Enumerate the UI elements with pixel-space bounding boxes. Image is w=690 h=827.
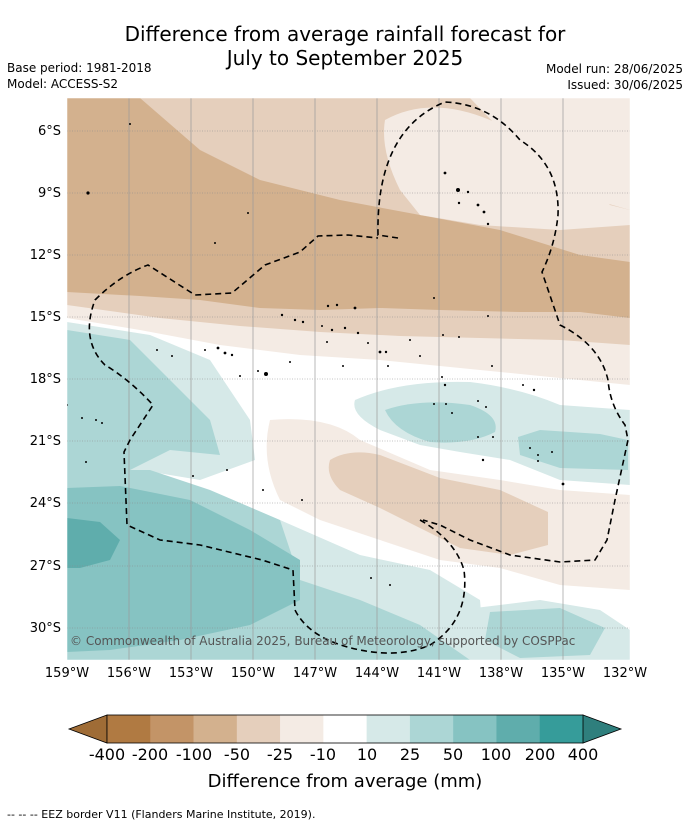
colorbar-over-arrow: [582, 714, 623, 744]
colorbar: [67, 714, 623, 744]
colorbar-segment: [150, 715, 194, 743]
lat-label-21s: 21°S: [29, 434, 61, 449]
rainfall-field: [67, 98, 630, 660]
colorbar-segment: [539, 715, 584, 743]
colorbar-segment: [236, 715, 281, 743]
lon-label-153w: 153°W: [168, 666, 214, 681]
model-name: Model: ACCESS-S2: [7, 77, 119, 91]
map-title: Difference from average rainfall forecas…: [0, 22, 690, 70]
dry-band-100: [67, 98, 630, 318]
colorbar-segment: [409, 715, 454, 743]
colorbar-label: -100: [175, 745, 213, 764]
lon-gridlines: [128, 98, 564, 660]
lon-label-150w: 150°W: [230, 666, 276, 681]
colorbar-title: Difference from average (mm): [207, 771, 483, 792]
meta-left: Base period: 1981-2018 Model: ACCESS-S2: [7, 60, 152, 92]
wet-east-25: [518, 430, 628, 470]
colorbar-label: 100: [480, 745, 512, 764]
lat-label-6s: 6°S: [37, 124, 61, 139]
lon-label-141w: 141°W: [416, 666, 462, 681]
title-line-1: Difference from average rainfall forecas…: [124, 22, 566, 46]
lon-label-132w: 132°W: [602, 666, 648, 681]
lat-label-12s: 12°S: [29, 248, 61, 263]
lon-label-135w: 135°W: [540, 666, 586, 681]
colorbar-label: 10: [356, 745, 378, 764]
lat-label-9s: 9°S: [37, 186, 61, 201]
lat-label-18s: 18°S: [29, 372, 61, 387]
colorbar-label: 200: [524, 745, 556, 764]
title-line-2: July to September 2025: [226, 46, 464, 70]
colorbar-segment: [193, 715, 238, 743]
lat-label-27s: 27°S: [29, 559, 61, 574]
colorbar-segment: [280, 715, 324, 743]
model-run: Model run: 28/06/2025: [545, 62, 683, 76]
wet-sw-10: [280, 520, 485, 660]
colorbar-label: 400: [567, 745, 599, 764]
lat-label-15s: 15°S: [29, 310, 61, 325]
colorbar-label: 50: [442, 745, 464, 764]
wet-mid-25: [385, 402, 496, 443]
dry-mid-50: [328, 452, 548, 555]
lon-label-159w: 159°W: [44, 666, 90, 681]
colorbar-under-arrow: [67, 714, 108, 744]
lon-label-156w: 156°W: [106, 666, 152, 681]
wet-sw-50: [67, 486, 300, 652]
eez-legend-note: -- -- -- EEZ border V11 (Flanders Marine…: [7, 808, 316, 821]
colorbar-label: -400: [88, 745, 126, 764]
lon-label-138w: 138°W: [478, 666, 524, 681]
colorbar-segment: [496, 715, 541, 743]
lat-label-30s: 30°S: [29, 621, 61, 636]
meta-right: Model run: 28/06/2025 Issued: 30/06/2025: [546, 61, 683, 93]
colorbar-segment: [107, 715, 151, 743]
wet-sw-100: [67, 518, 120, 568]
island-markers: [67, 123, 565, 586]
colorbar-label: -50: [223, 745, 251, 764]
lon-label-147w: 147°W: [292, 666, 338, 681]
wet-west-25: [67, 330, 220, 480]
dry-bubble-upper-right: [384, 107, 630, 230]
lat-label-24s: 24°S: [29, 496, 61, 511]
lon-label-144w: 144°W: [354, 666, 400, 681]
wet-se-25: [485, 608, 605, 658]
colorbar-label: -25: [266, 745, 294, 764]
base-period: Base period: 1981-2018: [7, 61, 152, 75]
colorbar-segment: [323, 715, 367, 743]
colorbar-label: -200: [131, 745, 169, 764]
issued-date: Issued: 30/06/2025: [567, 78, 683, 92]
copyright-notice: © Commonwealth of Australia 2025, Bureau…: [70, 634, 576, 648]
colorbar-segment: [453, 715, 497, 743]
colorbar-label: -10: [309, 745, 337, 764]
eez-border-dashed: [88, 101, 629, 654]
colorbar-label: 25: [399, 745, 421, 764]
colorbar-segment: [366, 715, 411, 743]
